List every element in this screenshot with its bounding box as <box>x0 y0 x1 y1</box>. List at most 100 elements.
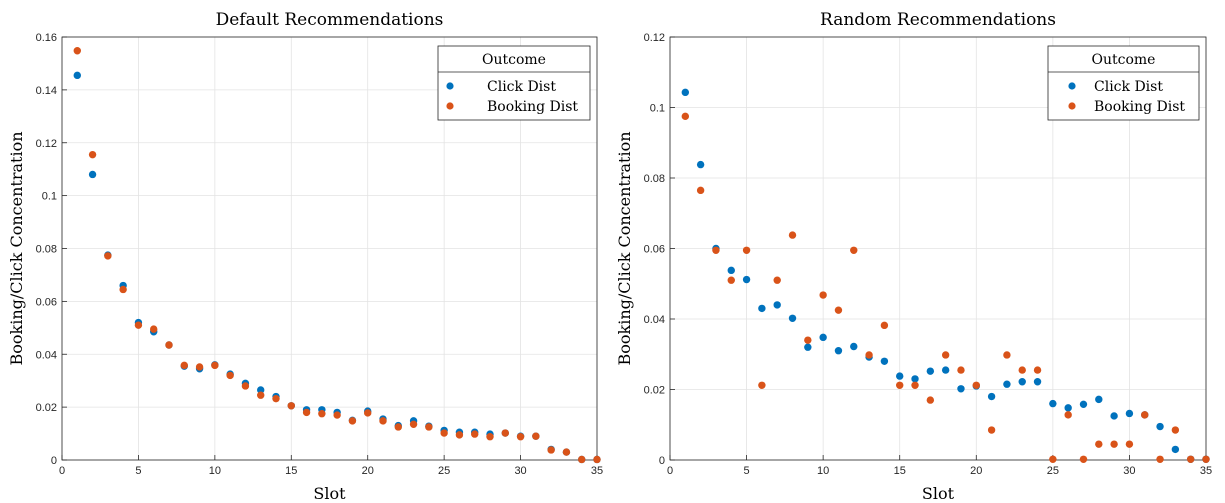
booking-dist-point <box>1095 440 1103 448</box>
axis-ticks: 0 5 10 15 20 25 30 35 0 0.02 0.04 0.06 0.08 0.1 0.12 0.… <box>36 32 604 477</box>
y-tick-label: 0 <box>659 455 665 467</box>
booking-dist-point <box>302 408 311 417</box>
x-tick-label: 10 <box>817 465 829 477</box>
click-dist-point <box>896 372 904 380</box>
click-dist-point <box>987 392 996 401</box>
y-tick-label: 0 <box>51 455 57 467</box>
booking-dist-point <box>850 246 858 254</box>
booking-dist-point <box>272 394 280 403</box>
y-tick-label: 0.14 <box>36 85 57 97</box>
booking-dist-point <box>455 431 464 439</box>
booking-dist-point <box>1064 411 1072 419</box>
booking-dist-point <box>865 351 873 359</box>
x-axis-label: Slot <box>313 484 346 503</box>
booking-dist-point <box>1141 411 1149 419</box>
data-points <box>681 88 1210 463</box>
click-dist-point <box>758 304 766 313</box>
click-dist-point <box>773 301 781 309</box>
y-tick-label: 0.02 <box>36 402 57 414</box>
x-tick-label: 35 <box>1200 465 1212 477</box>
booking-dist-point <box>1110 440 1118 448</box>
booking-dist-point <box>593 455 601 464</box>
y-tick-label: 0.02 <box>644 385 665 397</box>
x-tick-label: 5 <box>135 465 141 477</box>
booking-dist-point <box>486 433 494 441</box>
y-tick-label: 0.08 <box>36 244 57 256</box>
legend-label-booking: Booking Dist <box>1094 99 1185 115</box>
booking-dist-point <box>773 276 781 284</box>
booking-dist-point <box>727 276 735 284</box>
legend-marker-booking <box>1068 102 1076 110</box>
click-dist-point <box>1049 399 1057 408</box>
chart-random-recommendations: Random Recommendations 0 5 10 15 20 25 30 35 0 0.… <box>615 10 1212 503</box>
chart-title: Default Recommendations <box>216 10 444 30</box>
click-dist-point <box>880 357 889 365</box>
legend-title: Outcome <box>482 52 546 68</box>
click-dist-point <box>926 367 935 375</box>
booking-dist-point <box>880 321 889 330</box>
x-tick-label: 25 <box>1047 465 1059 477</box>
booking-dist-point <box>547 446 555 454</box>
booking-dist-point <box>241 382 250 390</box>
x-axis-label: Slot <box>922 484 955 503</box>
booking-dist-point <box>819 291 827 299</box>
booking-dist-point <box>1018 366 1026 374</box>
legend-label-click: Click Dist <box>487 79 556 95</box>
x-tick-label: 15 <box>894 465 906 477</box>
booking-dist-point <box>834 306 843 314</box>
booking-dist-point <box>134 321 143 329</box>
booking-dist-point <box>195 363 204 371</box>
booking-dist-point <box>119 285 127 294</box>
booking-dist-point <box>987 426 996 434</box>
click-dist-point <box>911 375 919 383</box>
y-axis-label: Booking/Click Concentration <box>7 131 26 365</box>
booking-dist-point <box>333 411 341 419</box>
booking-dist-point <box>1079 455 1088 463</box>
y-axis-label: Booking/Click Concentration <box>615 131 634 365</box>
axis-ticks: 0 5 10 15 20 25 30 35 0 0.02 0.04 0.06 0.08 0.1 0.12 <box>644 32 1213 477</box>
booking-dist-point <box>318 410 326 418</box>
legend-box <box>437 45 591 121</box>
click-dist-point <box>850 342 858 351</box>
booking-dist-point <box>73 47 81 55</box>
booking-dist-point <box>1156 455 1164 463</box>
legend-label-click: Click Dist <box>1094 79 1163 95</box>
y-tick-label: 0.1 <box>650 103 665 115</box>
booking-dist-point <box>104 252 112 260</box>
y-tick-label: 0.1 <box>42 191 57 203</box>
x-tick-label: 10 <box>209 465 221 477</box>
click-dist-point <box>1156 422 1164 431</box>
booking-dist-point <box>911 381 919 389</box>
legend-marker-booking <box>446 102 454 110</box>
click-dist-point <box>681 88 690 97</box>
legend: Outcome Click Dist Booking Dist <box>1047 45 1200 121</box>
click-dist-point <box>819 333 827 342</box>
click-dist-point <box>941 366 950 374</box>
legend-title: Outcome <box>1092 52 1156 68</box>
booking-dist-point <box>165 341 173 349</box>
y-tick-label: 0.12 <box>644 32 665 44</box>
y-tick-label: 0.06 <box>644 244 665 256</box>
booking-dist-point <box>1049 455 1057 463</box>
legend-label-booking: Booking Dist <box>487 99 578 115</box>
booking-dist-point <box>1186 455 1195 463</box>
x-tick-label: 5 <box>744 465 750 477</box>
booking-dist-point <box>226 371 234 380</box>
booking-dist-point <box>211 361 219 370</box>
booking-dist-point <box>926 396 935 404</box>
booking-dist-point <box>440 429 448 437</box>
booking-dist-point <box>742 246 751 254</box>
booking-dist-point <box>972 381 980 389</box>
click-dist-point <box>1095 395 1103 404</box>
click-dist-point <box>1033 378 1042 386</box>
click-dist-point <box>1003 380 1011 388</box>
booking-dist-point <box>1202 455 1210 463</box>
booking-dist-point <box>150 325 158 333</box>
click-dist-point <box>742 275 751 284</box>
click-dist-point <box>804 343 812 351</box>
click-dist-point <box>1171 445 1180 454</box>
x-tick-label: 30 <box>514 465 526 477</box>
booking-dist-point <box>348 417 357 425</box>
y-tick-label: 0.06 <box>36 296 57 308</box>
